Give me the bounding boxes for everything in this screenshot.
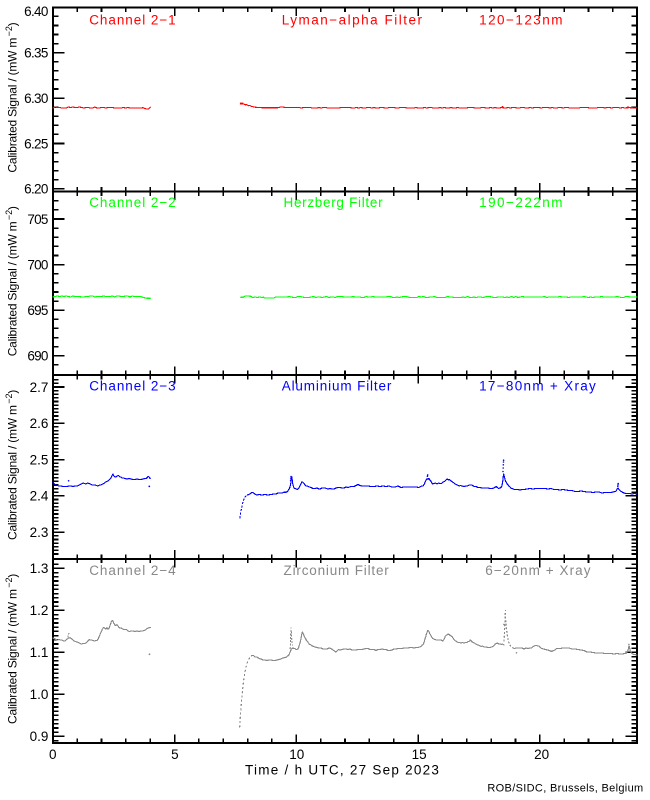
svg-text:6.25: 6.25 [24,136,48,151]
svg-text:−2: −2 [4,394,14,404]
svg-text:2.5: 2.5 [30,452,49,467]
svg-text:2.4: 2.4 [30,489,49,504]
svg-text:20: 20 [534,747,549,762]
svg-text:190−222nm: 190−222nm [479,195,562,210]
svg-text:−2: −2 [4,210,14,220]
svg-text:2.6: 2.6 [30,416,49,431]
svg-text:1.0: 1.0 [30,687,49,702]
svg-text:0: 0 [49,747,57,762]
svg-text:): ) [5,22,19,26]
svg-text:): ) [5,574,19,578]
svg-text:120−123nm: 120−123nm [479,12,562,27]
svg-text:Calibrated Signal / (mW m: Calibrated Signal / (mW m [5,405,19,540]
svg-text:6.35: 6.35 [24,46,48,61]
svg-text:Calibrated Signal / (mW m: Calibrated Signal / (mW m [5,221,19,356]
svg-text:1.2: 1.2 [30,603,49,618]
svg-text:690: 690 [27,349,48,364]
svg-text:Channel 2−2: Channel 2−2 [89,195,176,210]
svg-text:Herzberg Filter: Herzberg Filter [284,195,384,210]
svg-text:Calibrated Signal / (mW m: Calibrated Signal / (mW m [5,589,19,724]
svg-text:Channel 2−1: Channel 2−1 [89,12,176,27]
svg-text:Aluminium Filter: Aluminium Filter [282,379,392,394]
svg-text:5: 5 [171,747,179,762]
svg-text:): ) [5,390,19,394]
svg-text:Channel 2−4: Channel 2−4 [89,563,176,578]
svg-text:695: 695 [27,303,48,318]
svg-text:2.7: 2.7 [30,380,49,395]
svg-text:6.20: 6.20 [24,182,48,197]
svg-text:705: 705 [27,212,48,227]
svg-text:Channel 2−3: Channel 2−3 [89,379,176,394]
svg-text:−2: −2 [4,26,14,36]
svg-text:ROB/SIDC, Brussels, Belgium: ROB/SIDC, Brussels, Belgium [487,783,643,795]
svg-text:0.9: 0.9 [30,729,49,744]
svg-text:6.30: 6.30 [24,91,48,106]
svg-text:2.3: 2.3 [30,525,49,540]
svg-text:−2: −2 [4,578,14,588]
svg-text:10: 10 [289,747,304,762]
svg-text:Calibrated Signal / (mW m: Calibrated Signal / (mW m [5,38,19,173]
svg-text:Time / h UTC, 27 Sep 2023: Time / h UTC, 27 Sep 2023 [245,763,439,778]
svg-text:17−80nm + Xray: 17−80nm + Xray [479,379,596,394]
svg-text:1.1: 1.1 [30,645,49,660]
svg-text:6−20nm + Xray: 6−20nm + Xray [485,563,590,578]
svg-text:6.40: 6.40 [24,4,48,19]
svg-text:): ) [5,206,19,210]
svg-text:15: 15 [412,747,427,762]
svg-text:Lyman−alpha Filter: Lyman−alpha Filter [282,12,423,27]
svg-text:Zirconium Filter: Zirconium Filter [284,563,390,578]
svg-text:700: 700 [27,257,48,272]
svg-text:1.3: 1.3 [30,561,49,576]
